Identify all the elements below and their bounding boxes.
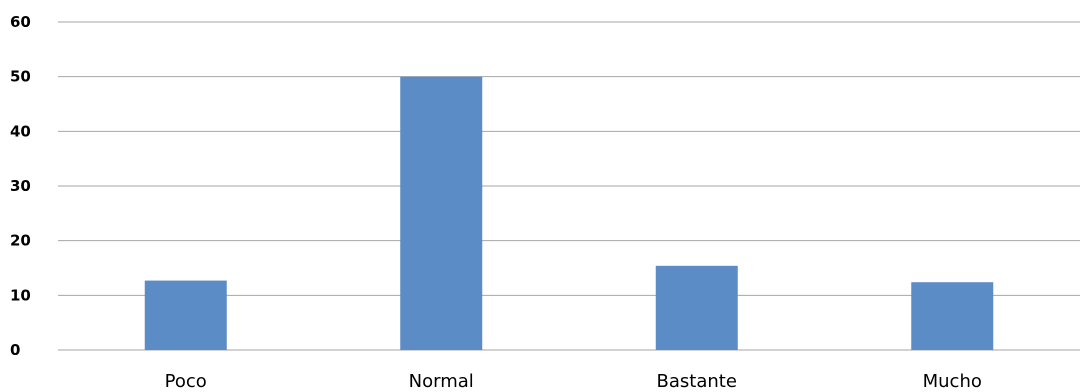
x-tick-label: Bastante [657, 371, 737, 392]
bar-poco [144, 280, 227, 350]
y-tick-label: 40 [10, 122, 31, 140]
x-tick-label: Mucho [923, 371, 982, 392]
y-tick-label: 60 [10, 13, 31, 31]
x-axis-ticks: Poco Normal Bastante Mucho [165, 371, 982, 392]
y-tick-label: 50 [10, 68, 31, 86]
x-tick-label: Poco [165, 371, 207, 392]
bar-normal [400, 76, 483, 351]
bar-bastante [655, 265, 738, 350]
x-tick-label: Normal [409, 371, 474, 392]
gridlines [58, 21, 1080, 351]
bars [144, 76, 994, 351]
y-tick-label: 30 [10, 177, 31, 195]
y-axis-ticks: 0 10 20 30 40 50 60 [10, 13, 31, 359]
bar-mucho [911, 282, 994, 350]
y-tick-label: 20 [10, 232, 31, 250]
y-tick-label: 0 [10, 341, 20, 359]
y-tick-label: 10 [10, 286, 31, 304]
